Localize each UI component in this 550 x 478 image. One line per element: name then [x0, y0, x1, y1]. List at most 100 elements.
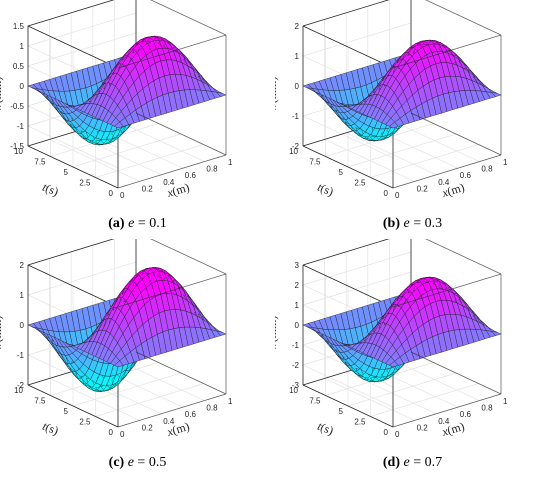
t-tick-label: 2.5: [354, 179, 366, 188]
t-axis-unit: (s): [319, 420, 336, 438]
z-tick-label: 0: [295, 321, 300, 330]
x-axis-unit: (m): [170, 180, 191, 198]
x-tick-label: 1: [228, 397, 233, 406]
axes-box-edge: [150, 0, 227, 36]
caption-d: (d) e = 0.7: [275, 455, 550, 471]
t-tick-label: 5: [64, 168, 69, 177]
z-axis-unit: (mm): [0, 77, 4, 104]
surface-facet: [216, 330, 227, 336]
t-axis-label: t(s): [40, 419, 60, 438]
x-axis-label: x(m): [164, 419, 191, 439]
x-axis-unit: (m): [445, 180, 466, 198]
z-tick-label: 1: [20, 42, 25, 51]
x-axis-label: x(m): [439, 419, 466, 439]
axes-box-edge: [302, 0, 390, 27]
x-tick-label: 0.2: [417, 184, 429, 193]
x-tick-label: 0.2: [417, 423, 429, 432]
axes-box-edge: [117, 393, 227, 428]
z-axis-unit: (mm): [275, 77, 279, 104]
z-tick-label: -1: [17, 122, 25, 131]
z-axis-label: w(mm): [0, 316, 4, 351]
caption-parameter: e: [403, 216, 410, 231]
z-axis-label: w(mm): [275, 77, 279, 112]
caption-label: (a): [108, 216, 125, 231]
x-axis-variable: x: [164, 185, 175, 200]
z-tick-label: -2: [292, 142, 300, 151]
x-tick-label: 0: [120, 191, 125, 200]
z-tick-label: 0: [20, 82, 25, 91]
axes-box-edge: [302, 384, 394, 428]
t-tick-label: 0: [384, 428, 389, 437]
z-tick-label: 0.5: [13, 62, 25, 71]
z-tick-label: 2: [295, 281, 300, 290]
caption-parameter: e: [127, 455, 134, 470]
caption-value: = 0.1: [134, 216, 167, 231]
t-tick-label: 5: [339, 168, 344, 177]
surface-facet: [491, 92, 502, 97]
axes-box-edge: [150, 239, 227, 275]
t-axis-label: t(s): [315, 419, 335, 438]
axes-box-edge: [410, 112, 502, 156]
t-tick-label: 5: [64, 407, 69, 416]
axes-box-edge: [27, 264, 119, 308]
axes-box-edge: [27, 145, 119, 189]
axes-box-edge: [27, 0, 115, 27]
caption-value: = 0.7: [409, 455, 443, 470]
x-tick-label: 0: [120, 430, 125, 439]
z-axis-unit: (mm): [0, 316, 4, 343]
t-axis-variable: t: [40, 180, 49, 194]
axes-box-edge: [135, 112, 227, 156]
surface-panel-b: -2-101200.20.40.60.8102.557.510w(mm)x(m)…: [275, 0, 550, 239]
z-tick-label: -2: [17, 381, 25, 390]
z-tick-label: -1: [292, 341, 300, 350]
x-axis-variable: x: [439, 185, 450, 200]
x-tick-label: 0.6: [460, 171, 472, 180]
t-tick-label: 10: [14, 147, 23, 156]
z-axis-variable: w: [0, 103, 4, 111]
x-tick-label: 0.2: [142, 184, 154, 193]
z-tick-label: -2: [292, 361, 300, 370]
t-axis-unit: (s): [44, 181, 61, 199]
z-tick-label: -1: [17, 351, 25, 360]
caption-value: = 0.5: [133, 455, 167, 470]
axes-box-edge: [117, 273, 227, 308]
z-tick-label: 2: [295, 22, 300, 31]
t-tick-label: 0: [109, 189, 114, 198]
z-tick-label: 1.5: [13, 22, 25, 31]
t-axis-label: t(s): [315, 180, 335, 199]
surface-plot-d: -3-2-1012300.20.40.60.8102.557.510w(mm)x…: [275, 239, 508, 439]
t-tick-label: 10: [14, 386, 23, 395]
axes-box-edge: [117, 34, 227, 69]
axes-box-edge: [302, 145, 394, 189]
t-tick-label: 7.5: [34, 397, 46, 406]
x-axis-unit: (m): [445, 419, 466, 437]
x-tick-label: 0.6: [185, 410, 197, 419]
x-axis-variable: x: [439, 424, 450, 439]
caption-b: (b) e = 0.3: [275, 216, 550, 232]
x-tick-label: 0.8: [206, 404, 218, 413]
z-axis-variable: w: [0, 342, 4, 350]
x-tick-label: 0.8: [206, 165, 218, 174]
x-tick-label: 0.2: [142, 423, 154, 432]
x-tick-label: 1: [503, 158, 508, 167]
t-axis-variable: t: [315, 180, 324, 194]
z-tick-label: 1: [295, 52, 300, 61]
z-tick-label: 1: [295, 301, 300, 310]
x-tick-label: 0.8: [481, 404, 493, 413]
t-tick-label: 10: [289, 147, 298, 156]
axes-box-edge: [27, 384, 119, 428]
x-tick-label: 1: [228, 158, 233, 167]
surface-plot-b: -2-101200.20.40.60.8102.557.510w(mm)x(m)…: [275, 0, 508, 200]
x-axis-variable: x: [164, 424, 175, 439]
axes-box-edge: [425, 239, 502, 275]
axes-box-edge: [392, 154, 502, 189]
t-axis-unit: (s): [319, 181, 336, 199]
axes-box-edge: [302, 25, 394, 69]
axes-box-edge: [27, 239, 115, 266]
x-axis-unit: (m): [170, 419, 191, 437]
x-tick-label: 0.4: [438, 178, 450, 187]
x-tick-label: 1: [503, 397, 508, 406]
t-axis-unit: (s): [44, 420, 61, 438]
z-tick-label: 2: [20, 261, 25, 270]
z-axis-unit: (mm): [275, 316, 279, 343]
